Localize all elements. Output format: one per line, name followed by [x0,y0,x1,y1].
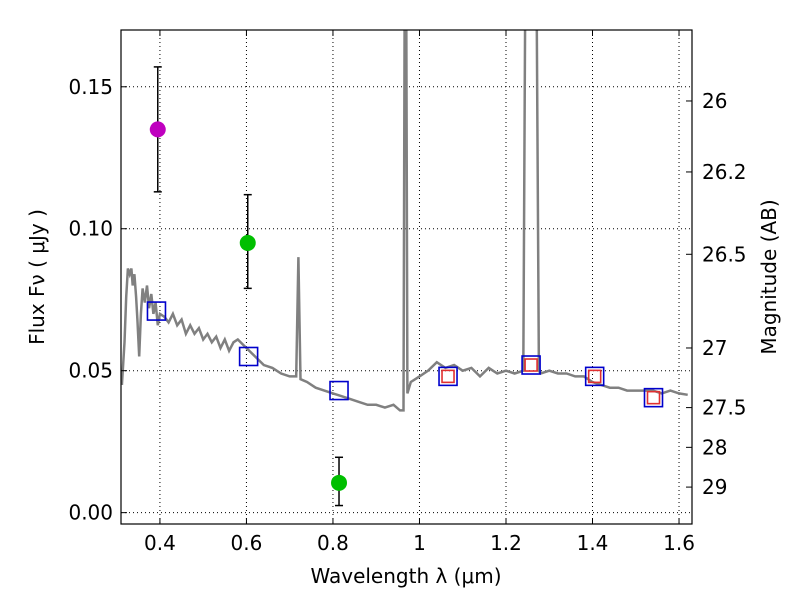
x-tick-label: 1.4 [577,531,609,555]
measurements-green-point [239,234,256,251]
model-spectrum-line [121,30,688,412]
right-tick-label: 26.2 [702,160,747,184]
y-axis-right-title: Magnitude (AB) [757,199,781,354]
right-tick-label: 26 [702,89,727,113]
right-tick-label: 29 [702,475,727,499]
x-tick-label: 1 [413,531,426,555]
model-photometry-blue-square [521,355,541,375]
model-photometry-blue-square [438,366,458,387]
model-photometry-blue-square [238,346,259,367]
right-tick-label: 27.5 [702,396,747,420]
x-tick-label: 0.4 [144,531,176,555]
y-tick-label: 0.05 [68,359,113,383]
x-axis-title: Wavelength λ (μm) [310,564,501,588]
y-tick-label: 0.00 [68,501,113,525]
photometry-red-square [587,369,602,384]
model-photometry-blue-square [146,301,167,321]
measurements-green-point [331,474,348,491]
data-markers [146,66,664,507]
model-photometry-blue-square [584,366,605,387]
y-axis-title: Flux Fν ( μJy ) [25,209,49,345]
y-tick-label: 0.15 [68,75,113,99]
photometry-red-square [441,369,455,384]
photometry-red-square [646,390,661,405]
plot-area [121,30,688,507]
plot-frame [120,29,693,525]
photometry-red-square [524,358,538,372]
right-tick-label: 28 [702,435,727,459]
axis-ticks: 0.4 0.6 0.8 1 1.2 1.4 1.6 0.00 0.05 0.10 0.15 26 26.… [68,30,747,555]
model-photometry-blue-square [329,380,349,401]
x-tick-label: 1.2 [490,531,522,555]
right-tick-label: 27 [702,336,727,360]
x-tick-label: 0.6 [231,531,263,555]
right-tick-label: 26.5 [702,242,747,266]
measurements-magenta-point [149,121,166,138]
x-tick-label: 1.6 [663,531,695,555]
y-tick-label: 0.10 [68,217,113,241]
x-tick-label: 0.8 [317,531,349,555]
model-photometry-blue-square [643,387,664,408]
